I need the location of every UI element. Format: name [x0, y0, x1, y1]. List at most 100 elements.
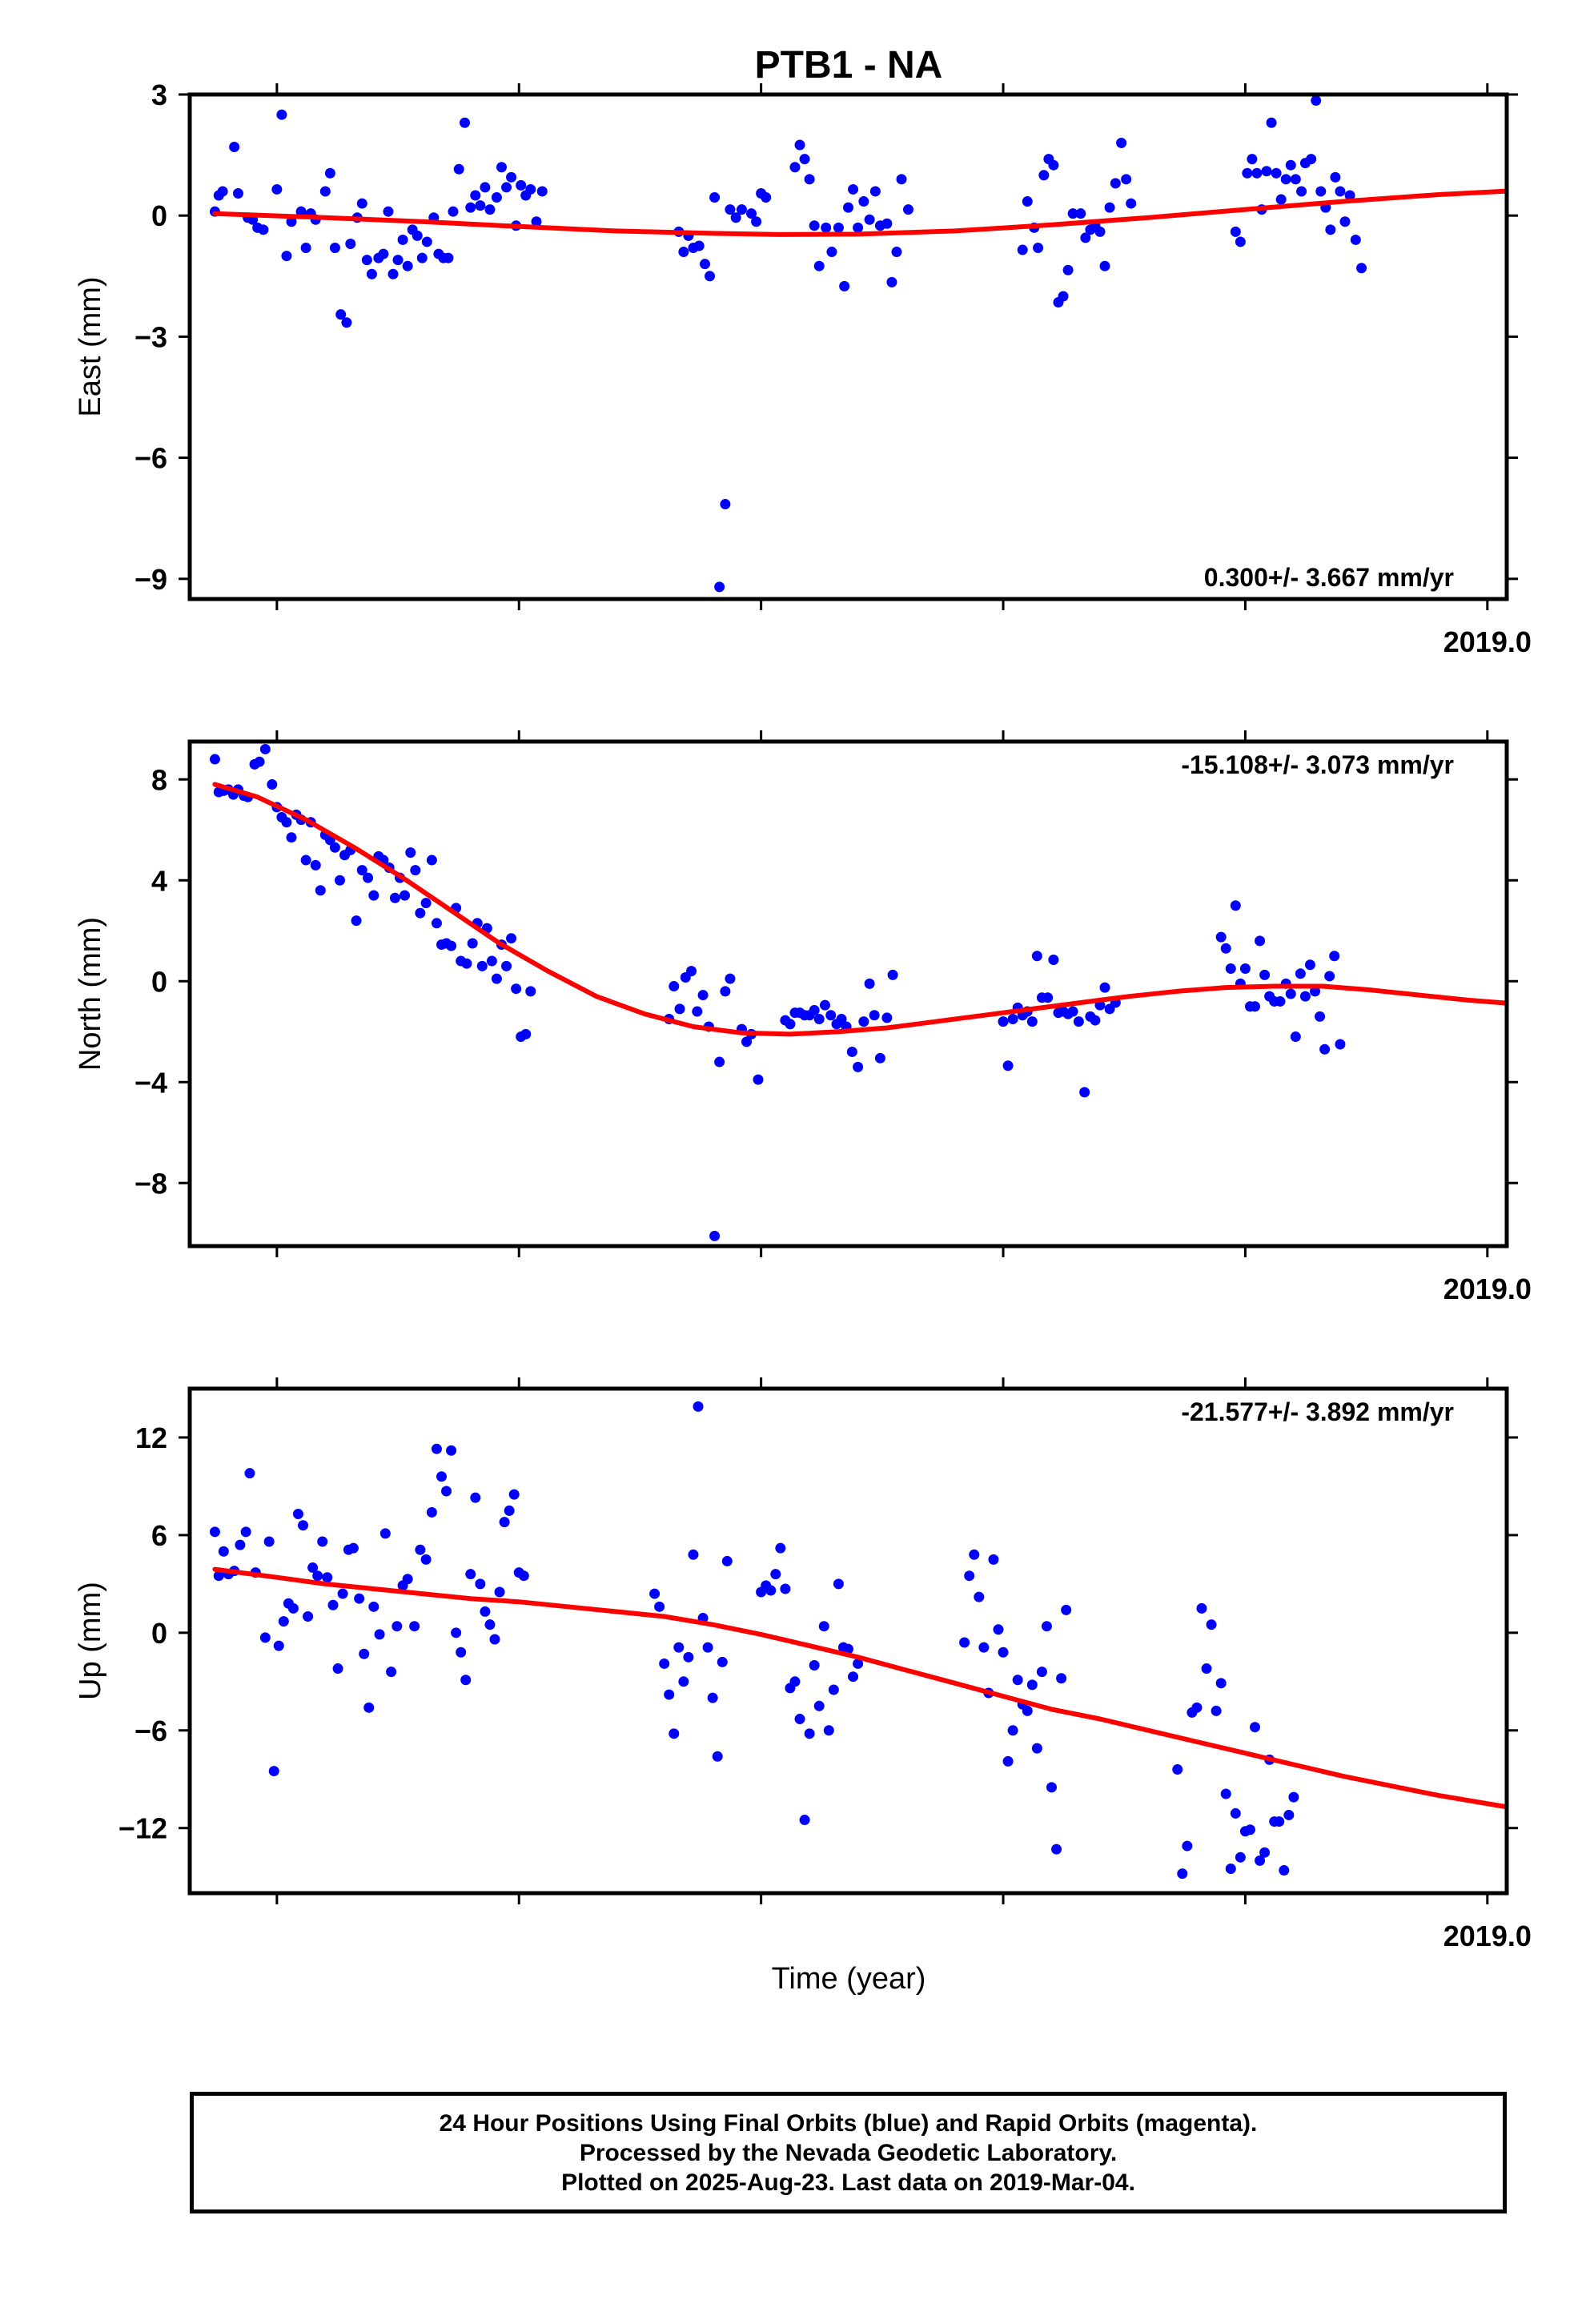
- up-data-point: [218, 1546, 229, 1557]
- east-data-point: [516, 179, 527, 191]
- east-ytick-label: −6: [135, 442, 167, 475]
- north-data-point: [300, 854, 311, 866]
- east-data-point: [848, 183, 859, 195]
- east-data-point: [843, 202, 853, 213]
- north-data-point: [1329, 951, 1340, 962]
- east-data-point: [886, 276, 897, 287]
- up-data-point: [1230, 1807, 1241, 1819]
- up-data-point: [1022, 1705, 1033, 1716]
- north-data-point: [1079, 1087, 1090, 1098]
- east-data-point: [869, 186, 881, 197]
- up-data-point: [415, 1544, 426, 1555]
- up-ytick-label: −6: [135, 1715, 167, 1747]
- north-data-point: [511, 983, 522, 995]
- up-data-point: [664, 1689, 675, 1700]
- east-ytick-label: 3: [151, 78, 167, 111]
- east-data-point: [329, 243, 340, 254]
- caption-line-2: Processed by the Nevada Geodetic Laborat…: [579, 2139, 1118, 2166]
- north-data-point: [491, 973, 502, 984]
- east-data-point: [392, 255, 404, 266]
- east-data-point: [366, 268, 377, 279]
- east-data-point: [501, 182, 512, 193]
- north-data-point: [1295, 968, 1306, 979]
- up-data-point: [780, 1583, 791, 1594]
- up-data-point: [1259, 1847, 1271, 1858]
- up-data-point: [1182, 1840, 1193, 1852]
- north-data-point: [1324, 971, 1335, 982]
- caption-line-3: Plotted on 2025-Aug-23. Last data on 201…: [561, 2169, 1135, 2196]
- north-data-point: [825, 1010, 837, 1021]
- east-data-point: [361, 255, 372, 266]
- north-data-point: [1099, 982, 1110, 993]
- east-data-point: [896, 174, 907, 185]
- east-data-point: [217, 186, 228, 197]
- east-xtick-label: 2019.0: [1443, 625, 1532, 658]
- east-data-point: [300, 243, 311, 254]
- up-data-point: [484, 1619, 496, 1630]
- east-data-point: [378, 248, 389, 259]
- north-data-point: [1031, 951, 1042, 962]
- north-data-point: [400, 890, 411, 901]
- east-ytick-label: −9: [135, 563, 167, 596]
- north-ytick-label: 8: [151, 763, 167, 796]
- north-data-point: [506, 933, 517, 944]
- up-data-point: [391, 1621, 403, 1632]
- up-data-point: [431, 1443, 442, 1454]
- up-data-point: [1177, 1868, 1188, 1880]
- up-data-point: [988, 1554, 999, 1565]
- east-data-point: [453, 163, 464, 175]
- east-data-point: [746, 208, 757, 219]
- up-data-point: [1274, 1816, 1285, 1827]
- east-data-point: [1017, 244, 1028, 255]
- up-data-point: [659, 1658, 670, 1669]
- up-data-point: [959, 1637, 970, 1648]
- north-data-point: [881, 1012, 893, 1023]
- east-data-point: [1062, 264, 1074, 275]
- up-data-point: [359, 1648, 370, 1659]
- east-data-point: [356, 198, 367, 209]
- north-data-point: [415, 907, 426, 919]
- east-panel: 3 0 −3 −6 −9 2019.0 East (mm) 0.300+/- 3.667 mm…: [74, 78, 1532, 658]
- north-data-point: [446, 940, 457, 951]
- up-data-point: [475, 1578, 486, 1590]
- north-data-point: [1275, 995, 1286, 1007]
- north-data-point: [692, 1006, 703, 1017]
- up-data-point: [374, 1629, 385, 1640]
- north-data-point: [1073, 1016, 1084, 1027]
- east-data-point: [725, 204, 736, 215]
- east-data-point: [705, 271, 716, 282]
- east-data-point: [693, 240, 705, 251]
- east-data-point: [1058, 291, 1069, 302]
- up-data-point: [499, 1517, 510, 1528]
- north-data-point: [389, 892, 400, 903]
- north-data-point: [363, 872, 374, 883]
- north-data-point: [525, 986, 536, 997]
- north-data-point: [785, 1019, 796, 1030]
- north-data-point: [405, 847, 416, 858]
- up-data-point: [518, 1570, 529, 1582]
- east-data-point: [484, 204, 496, 215]
- north-data-point: [753, 1074, 764, 1085]
- north-trend-line: [212, 782, 1507, 1037]
- up-data-point: [974, 1591, 985, 1602]
- east-data-point: [761, 192, 772, 203]
- north-data-point: [1290, 1031, 1301, 1043]
- north-data-point: [709, 1230, 721, 1241]
- east-ylabel: East (mm): [74, 276, 107, 416]
- east-data-point: [821, 222, 832, 233]
- east-frame: [187, 92, 1509, 601]
- east-data-point: [383, 206, 394, 217]
- up-data-point: [213, 1570, 224, 1582]
- up-data-point: [693, 1401, 704, 1412]
- up-data-point: [446, 1445, 457, 1456]
- north-data-point: [887, 969, 898, 980]
- east-data-point: [402, 260, 413, 271]
- east-data-point: [276, 109, 287, 120]
- east-data-point: [709, 192, 721, 203]
- up-data-point: [470, 1492, 481, 1503]
- north-data-point: [813, 1014, 825, 1024]
- north-data-point: [1215, 931, 1227, 943]
- up-data-point: [688, 1549, 699, 1560]
- up-data-point: [853, 1658, 864, 1669]
- up-data-point: [818, 1621, 829, 1632]
